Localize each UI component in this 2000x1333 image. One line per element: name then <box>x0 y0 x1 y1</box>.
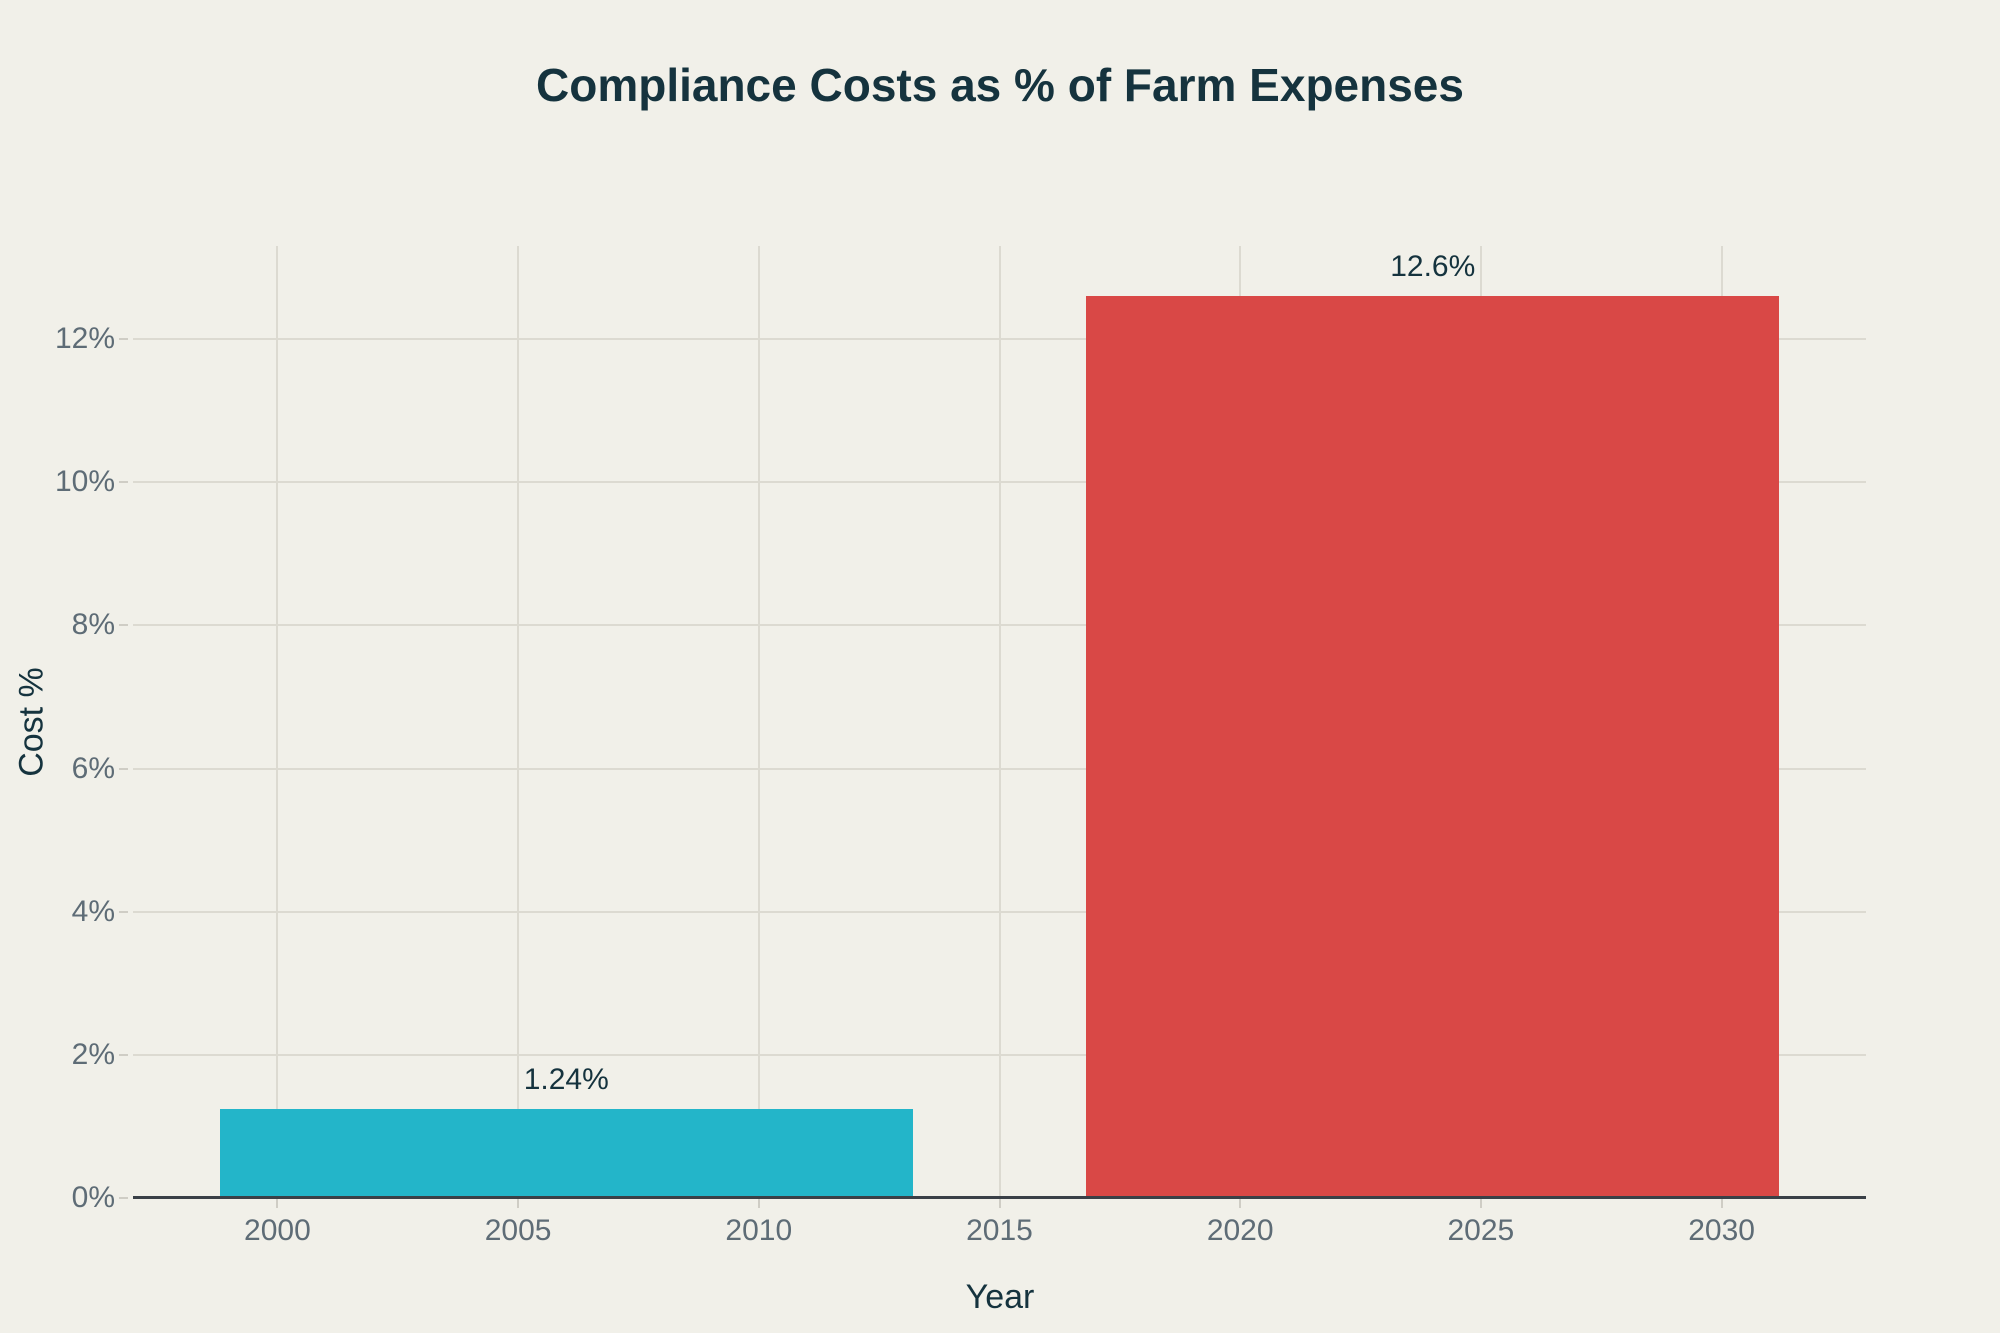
y-tick-mark <box>119 338 128 341</box>
x-tick-label: 2025 <box>1447 1214 1515 1247</box>
x-tick-label: 2030 <box>1688 1214 1755 1247</box>
chart-title: Compliance Costs as % of Farm Expenses <box>536 59 1464 111</box>
y-tick-mark <box>119 1053 128 1056</box>
x-axis-line <box>133 1196 1866 1199</box>
bar-value-label: 12.6% <box>1390 250 1476 284</box>
x-tick-label: 2000 <box>244 1214 311 1247</box>
y-tick-label: 4% <box>71 894 115 928</box>
bar[interactable] <box>1086 296 1780 1198</box>
y-tick-label: 8% <box>71 608 115 642</box>
y-axis-title: Cost % <box>12 667 51 777</box>
y-tick-label: 12% <box>54 322 115 356</box>
x-gridline <box>276 246 279 1198</box>
bar-value-label: 1.24% <box>523 1063 609 1097</box>
x-gridline <box>998 246 1001 1198</box>
x-tick-mark <box>517 1199 520 1208</box>
x-tick-mark <box>276 1199 279 1208</box>
y-tick-mark <box>119 481 128 484</box>
x-tick-label: 2010 <box>725 1214 793 1247</box>
x-gridline <box>517 246 520 1198</box>
x-tick-mark <box>998 1199 1001 1208</box>
y-tick-label: 0% <box>71 1181 115 1214</box>
x-gridline <box>757 246 760 1198</box>
x-tick-mark <box>1720 1199 1723 1208</box>
y-tick-label: 10% <box>54 465 115 499</box>
y-tick-mark <box>119 910 128 913</box>
y-tick-label: 6% <box>71 751 115 785</box>
x-tick-label: 2005 <box>484 1214 552 1247</box>
y-tick-mark <box>119 767 128 770</box>
plot-area[interactable]: 0% 2% 4% 6% 8% 10% 12% 2000 2005 2010 2015 2020 2025… <box>55 246 1866 1247</box>
x-tick-mark <box>1479 1199 1482 1208</box>
x-axis-title: Year <box>965 1278 1035 1316</box>
y-tick-mark <box>119 624 128 627</box>
y-tick-label: 2% <box>71 1037 115 1071</box>
x-tick-label: 2020 <box>1206 1214 1274 1247</box>
x-tick-label: 2015 <box>966 1214 1033 1247</box>
x-tick-mark <box>1239 1199 1242 1208</box>
y-tick-mark <box>119 1197 128 1199</box>
x-tick-mark <box>757 1199 760 1208</box>
bar[interactable] <box>219 1109 913 1198</box>
